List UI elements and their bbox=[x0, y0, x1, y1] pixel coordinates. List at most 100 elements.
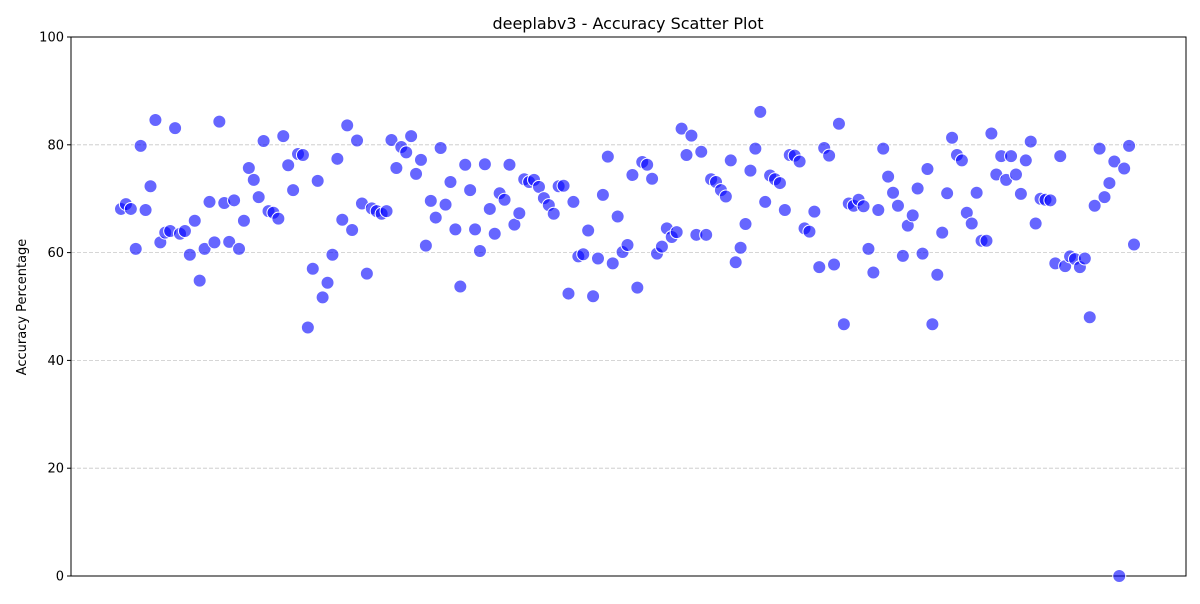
scatter-point bbox=[443, 174, 458, 189]
scatter-point bbox=[335, 212, 350, 227]
scatter-point bbox=[182, 247, 197, 262]
scatter-point bbox=[463, 183, 478, 198]
scatter-point bbox=[133, 138, 148, 153]
scatter-point bbox=[979, 233, 994, 248]
scatter-point bbox=[418, 238, 433, 253]
scatter-point bbox=[143, 179, 158, 194]
scatter-point bbox=[1127, 237, 1141, 252]
scatter-point bbox=[640, 157, 655, 172]
scatter-point bbox=[295, 148, 310, 163]
scatter-point bbox=[1097, 190, 1112, 205]
scatter-point bbox=[881, 169, 896, 184]
scatter-point bbox=[669, 225, 684, 240]
scatter-point bbox=[286, 183, 301, 198]
scatter-point bbox=[1082, 310, 1097, 325]
scatter-point bbox=[350, 133, 365, 148]
scatter-point bbox=[812, 260, 827, 275]
scatter-point bbox=[1092, 141, 1107, 156]
scatter-point bbox=[630, 280, 645, 295]
scatter-point bbox=[772, 176, 787, 191]
scatter-point bbox=[861, 241, 876, 256]
scatter-point bbox=[827, 257, 842, 272]
scatter-point bbox=[330, 151, 345, 166]
scatter-point bbox=[925, 317, 940, 332]
scatter-point bbox=[497, 192, 512, 207]
scatter-point bbox=[625, 167, 640, 182]
scatter-point bbox=[148, 113, 163, 128]
scatter-point bbox=[748, 141, 763, 156]
scatter-point bbox=[271, 211, 286, 226]
scatter-point bbox=[202, 194, 217, 209]
scatter-point bbox=[128, 241, 143, 256]
y-tick-label: 100 bbox=[39, 31, 64, 46]
scatter-point bbox=[325, 247, 340, 262]
scatter-point bbox=[1077, 251, 1092, 266]
scatter-point bbox=[123, 201, 138, 216]
scatter-point bbox=[984, 126, 999, 141]
scatter-point bbox=[384, 132, 399, 147]
scatter-point bbox=[359, 266, 374, 281]
scatter-point bbox=[409, 166, 424, 181]
scatter-point bbox=[738, 217, 753, 232]
scatter-point bbox=[438, 197, 453, 212]
scatter-point bbox=[674, 121, 689, 136]
scatter-point bbox=[138, 203, 153, 218]
scatter-point bbox=[836, 317, 851, 332]
scatter-point bbox=[227, 193, 242, 208]
scatter-point bbox=[940, 186, 955, 201]
y-tick-label: 0 bbox=[56, 570, 64, 585]
scatter-point bbox=[315, 290, 330, 305]
scatter-point bbox=[595, 187, 610, 202]
y-tick-label: 40 bbox=[47, 354, 64, 369]
scatter-point bbox=[777, 203, 792, 218]
scatter-point bbox=[399, 145, 414, 160]
scatter-point bbox=[890, 198, 905, 213]
scatter-point bbox=[935, 225, 950, 240]
scatter-point bbox=[699, 227, 714, 242]
scatter-point bbox=[212, 114, 227, 129]
scatter-point bbox=[246, 172, 261, 187]
scatter-point bbox=[305, 261, 320, 276]
scatter-point bbox=[207, 235, 222, 250]
scatter-point bbox=[915, 246, 930, 261]
y-tick-label: 80 bbox=[47, 138, 64, 153]
scatter-point bbox=[856, 199, 871, 214]
scatter-point bbox=[802, 224, 817, 239]
scatter-point bbox=[679, 148, 694, 163]
scatter-point bbox=[300, 320, 315, 335]
scatter-point bbox=[1107, 154, 1122, 169]
scatter-point bbox=[256, 134, 271, 149]
scatter-point bbox=[433, 141, 448, 156]
scatter-point bbox=[389, 160, 404, 175]
scatter-point bbox=[792, 154, 807, 169]
scatter-point bbox=[413, 152, 428, 167]
scatter-point bbox=[1053, 149, 1068, 164]
scatter-point bbox=[753, 104, 768, 119]
scatter-point bbox=[866, 265, 881, 280]
scatter-point bbox=[1122, 138, 1137, 153]
scatter-point bbox=[345, 222, 360, 237]
scatter-point bbox=[556, 178, 571, 193]
scatter-point bbox=[1112, 569, 1127, 583]
scatter-point bbox=[236, 213, 251, 228]
scatter-point bbox=[448, 222, 463, 237]
scatter-point bbox=[905, 208, 920, 223]
scatter-point bbox=[895, 248, 910, 263]
scatter-point bbox=[502, 157, 517, 172]
y-axis-label: Accuracy Percentage bbox=[15, 239, 30, 376]
scatter-point bbox=[482, 201, 497, 216]
plot-frame bbox=[70, 36, 1187, 577]
scatter-point bbox=[320, 275, 335, 290]
scatter-point bbox=[241, 160, 256, 175]
scatter-point bbox=[379, 204, 394, 219]
scatter-point bbox=[1008, 167, 1023, 182]
scatter-point bbox=[605, 256, 620, 271]
scatter-point bbox=[197, 241, 212, 256]
scatter-point bbox=[281, 158, 296, 173]
scatter-point bbox=[886, 185, 901, 200]
scatter-point bbox=[232, 241, 247, 256]
scatter-point bbox=[1102, 176, 1117, 191]
scatter-point bbox=[871, 203, 886, 218]
scatter-point bbox=[561, 286, 576, 301]
